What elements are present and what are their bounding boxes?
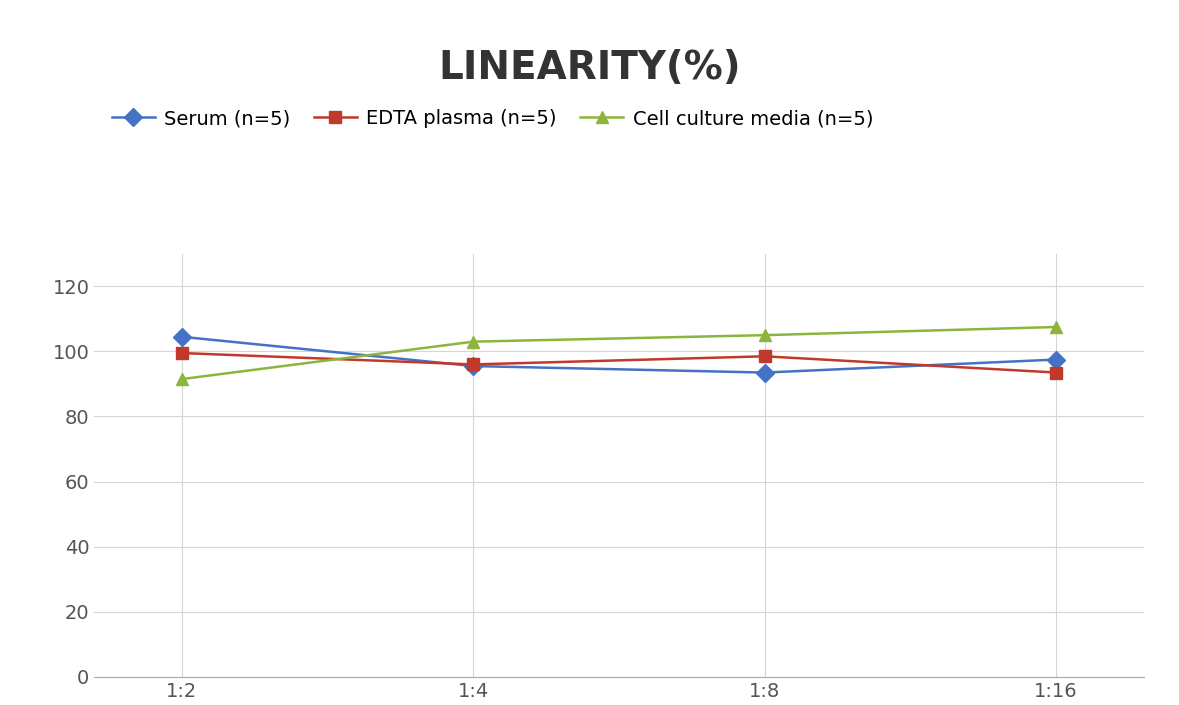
Serum (n=5) [466,362,480,370]
Cell culture media (n=5) [174,375,189,384]
Cell culture media (n=5) [1049,323,1063,331]
Legend: Serum (n=5), EDTA plasma (n=5), Cell culture media (n=5): Serum (n=5), EDTA plasma (n=5), Cell cul… [104,102,881,136]
EDTA plasma (n=5) [758,352,772,360]
EDTA plasma (n=5) [1049,368,1063,376]
Text: LINEARITY(%): LINEARITY(%) [439,49,740,87]
Line: Cell culture media (n=5): Cell culture media (n=5) [176,321,1062,386]
Serum (n=5) [758,368,772,376]
EDTA plasma (n=5) [174,349,189,357]
Cell culture media (n=5) [466,338,480,346]
Cell culture media (n=5) [758,331,772,339]
Serum (n=5) [1049,355,1063,364]
EDTA plasma (n=5) [466,360,480,369]
Line: Serum (n=5): Serum (n=5) [176,331,1062,379]
Line: EDTA plasma (n=5): EDTA plasma (n=5) [176,347,1062,379]
Serum (n=5) [174,333,189,341]
